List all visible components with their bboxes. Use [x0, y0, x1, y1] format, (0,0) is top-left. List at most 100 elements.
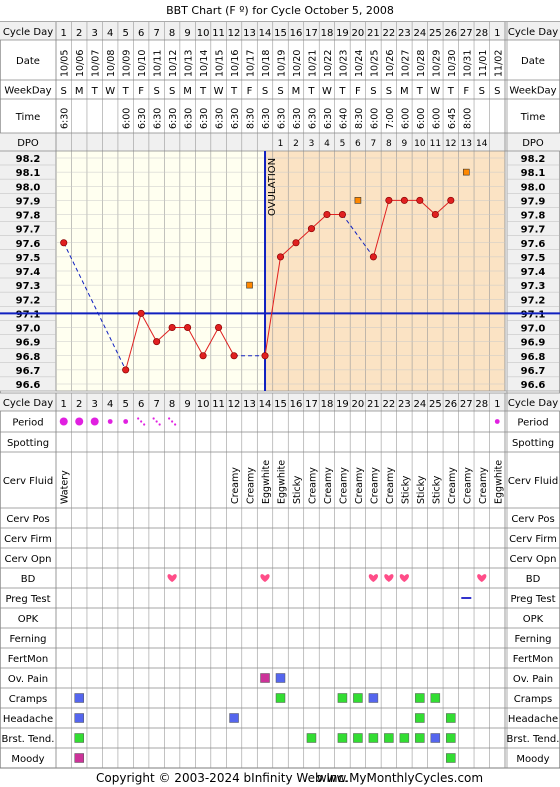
temp-point	[292, 239, 300, 247]
cerv-fluid-label: Creamy	[369, 467, 380, 504]
row-label-right-spotting: Spotting	[512, 438, 554, 449]
cycle-day-label: 13	[243, 28, 256, 39]
date-label: 10/18	[261, 50, 272, 77]
cycle-day-label-lower: 2	[76, 399, 82, 410]
cycle-day-label: 7	[153, 28, 159, 39]
date-label: 10/23	[338, 50, 349, 77]
cycle-day-label: 21	[367, 28, 380, 39]
cycle-day-label: 18	[321, 28, 334, 39]
weekday-label: T	[122, 86, 130, 97]
cerv-fluid-label: Sticky	[416, 475, 427, 504]
weekday-label: F	[355, 86, 361, 97]
row-label-right-cerv_opn: Cerv Opn	[510, 554, 557, 565]
temp-line-segment	[140, 313, 158, 342]
weekday-label: S	[153, 86, 159, 97]
cycle-day-label-lower: 4	[107, 399, 113, 410]
cycle-day-label-lower: 17	[305, 399, 318, 410]
y-tick-label-left: 97.6	[16, 239, 41, 250]
period-spot-marker	[155, 420, 158, 423]
row-label-right-bd: BD	[526, 574, 541, 585]
y-tick-label-right: 96.6	[521, 380, 546, 391]
symptom-marker-headache	[74, 713, 84, 723]
y-tick-label-left: 97.0	[16, 324, 41, 335]
weekday-label: T	[91, 86, 99, 97]
y-tick-label-right: 97.2	[521, 295, 546, 306]
dpo-label: 2	[293, 139, 299, 149]
y-tick-label-left: 97.9	[16, 196, 41, 207]
row-label-ov_pain: Ov. Pain	[8, 674, 48, 685]
cycle-day-label-lower: 7	[153, 399, 159, 410]
right-temp-axis-bg	[507, 151, 559, 391]
row-label-period: Period	[12, 418, 43, 429]
weekday-label: T	[230, 86, 238, 97]
symptom-marker-brst-tend	[74, 733, 84, 743]
cycle-day-label: 16	[290, 28, 303, 39]
row-label-brst_tend: Brst. Tend.	[2, 734, 55, 745]
row-label-right-period: Period	[517, 418, 548, 429]
y-tick-label-left: 96.8	[16, 352, 41, 363]
cycle-day-label: 1	[61, 28, 67, 39]
cycle-day-label-lower: 20	[352, 399, 365, 410]
symptom-marker-cramps	[415, 693, 425, 703]
time-label: 6:30	[215, 108, 226, 129]
dpo-label: 7	[371, 139, 377, 149]
time-label: 8:30	[246, 108, 257, 129]
date-label: 10/05	[60, 50, 71, 77]
row-label-cramps: Cramps	[9, 694, 48, 705]
cycle-day-label-lower: 23	[398, 399, 411, 410]
cycle-day-label-lower: 12	[228, 399, 241, 410]
temp-line-segment	[264, 256, 281, 356]
weekday-label: S	[277, 86, 283, 97]
row-label-right-cerv_pos: Cerv Pos	[511, 514, 554, 525]
cycle-day-label-lower: 10	[197, 399, 210, 410]
temp-point	[338, 210, 346, 219]
weekday-label: W	[430, 86, 440, 97]
bd-heart	[167, 574, 177, 582]
weekday-label: F	[247, 86, 253, 97]
cerv-fluid-label: Sticky	[431, 475, 442, 504]
row-label-right-dpo: DPO	[522, 138, 544, 149]
ovulation-label: OVULATION	[267, 158, 278, 216]
dpo-label: 14	[476, 139, 488, 149]
row-label-cerv_fluid: Cerv Fluid	[3, 476, 53, 487]
time-label: 6:30	[199, 108, 210, 129]
temp-line-segment	[372, 200, 390, 258]
website-text: www.MyMonthlyCycles.com	[317, 771, 483, 785]
dpo-label: 1	[278, 139, 284, 149]
dpo-label: 10	[414, 139, 426, 149]
period-spot-marker	[140, 420, 143, 423]
cerv-fluid-label: Creamy	[307, 467, 318, 504]
period-spot-marker	[143, 423, 146, 426]
weekday-label: M	[400, 86, 409, 97]
temp-line-segment	[125, 313, 142, 371]
date-label: 10/22	[323, 50, 334, 77]
cycle-day-label-lower: 1	[494, 399, 500, 410]
y-tick-label-right: 97.5	[521, 253, 546, 264]
weekday-label: S	[370, 86, 376, 97]
alternate-temp-marker	[462, 168, 470, 176]
weekday-label: S	[386, 86, 392, 97]
date-label: 10/06	[75, 50, 86, 77]
y-tick-label-right: 97.3	[521, 281, 546, 292]
period-heavy-marker	[75, 417, 84, 426]
y-tick-label-right: 97.9	[521, 196, 546, 207]
cerv-fluid-label: Creamy	[323, 467, 334, 504]
symptom-marker-brst-tend	[306, 733, 317, 743]
symptom-marker-brst-tend	[353, 733, 363, 743]
time-label: 8:30	[354, 108, 365, 129]
row-label-time: Time	[15, 112, 40, 123]
temp-point	[447, 196, 455, 204]
symptom-marker-brst-tend	[446, 733, 456, 743]
dpo-label: 11	[430, 139, 441, 149]
weekday-label: M	[292, 86, 301, 97]
temp-line-segment	[218, 327, 235, 356]
date-label: 10/08	[106, 50, 117, 77]
cycle-day-label: 28	[475, 28, 488, 39]
weekday-label: F	[463, 86, 469, 97]
dpo-label: 12	[445, 139, 456, 149]
symptom-marker-cramps	[430, 693, 441, 703]
weekday-label: T	[338, 86, 346, 97]
date-label: 10/28	[416, 50, 427, 77]
dpo-label: 13	[461, 139, 472, 149]
temp-line-segment	[202, 327, 220, 356]
